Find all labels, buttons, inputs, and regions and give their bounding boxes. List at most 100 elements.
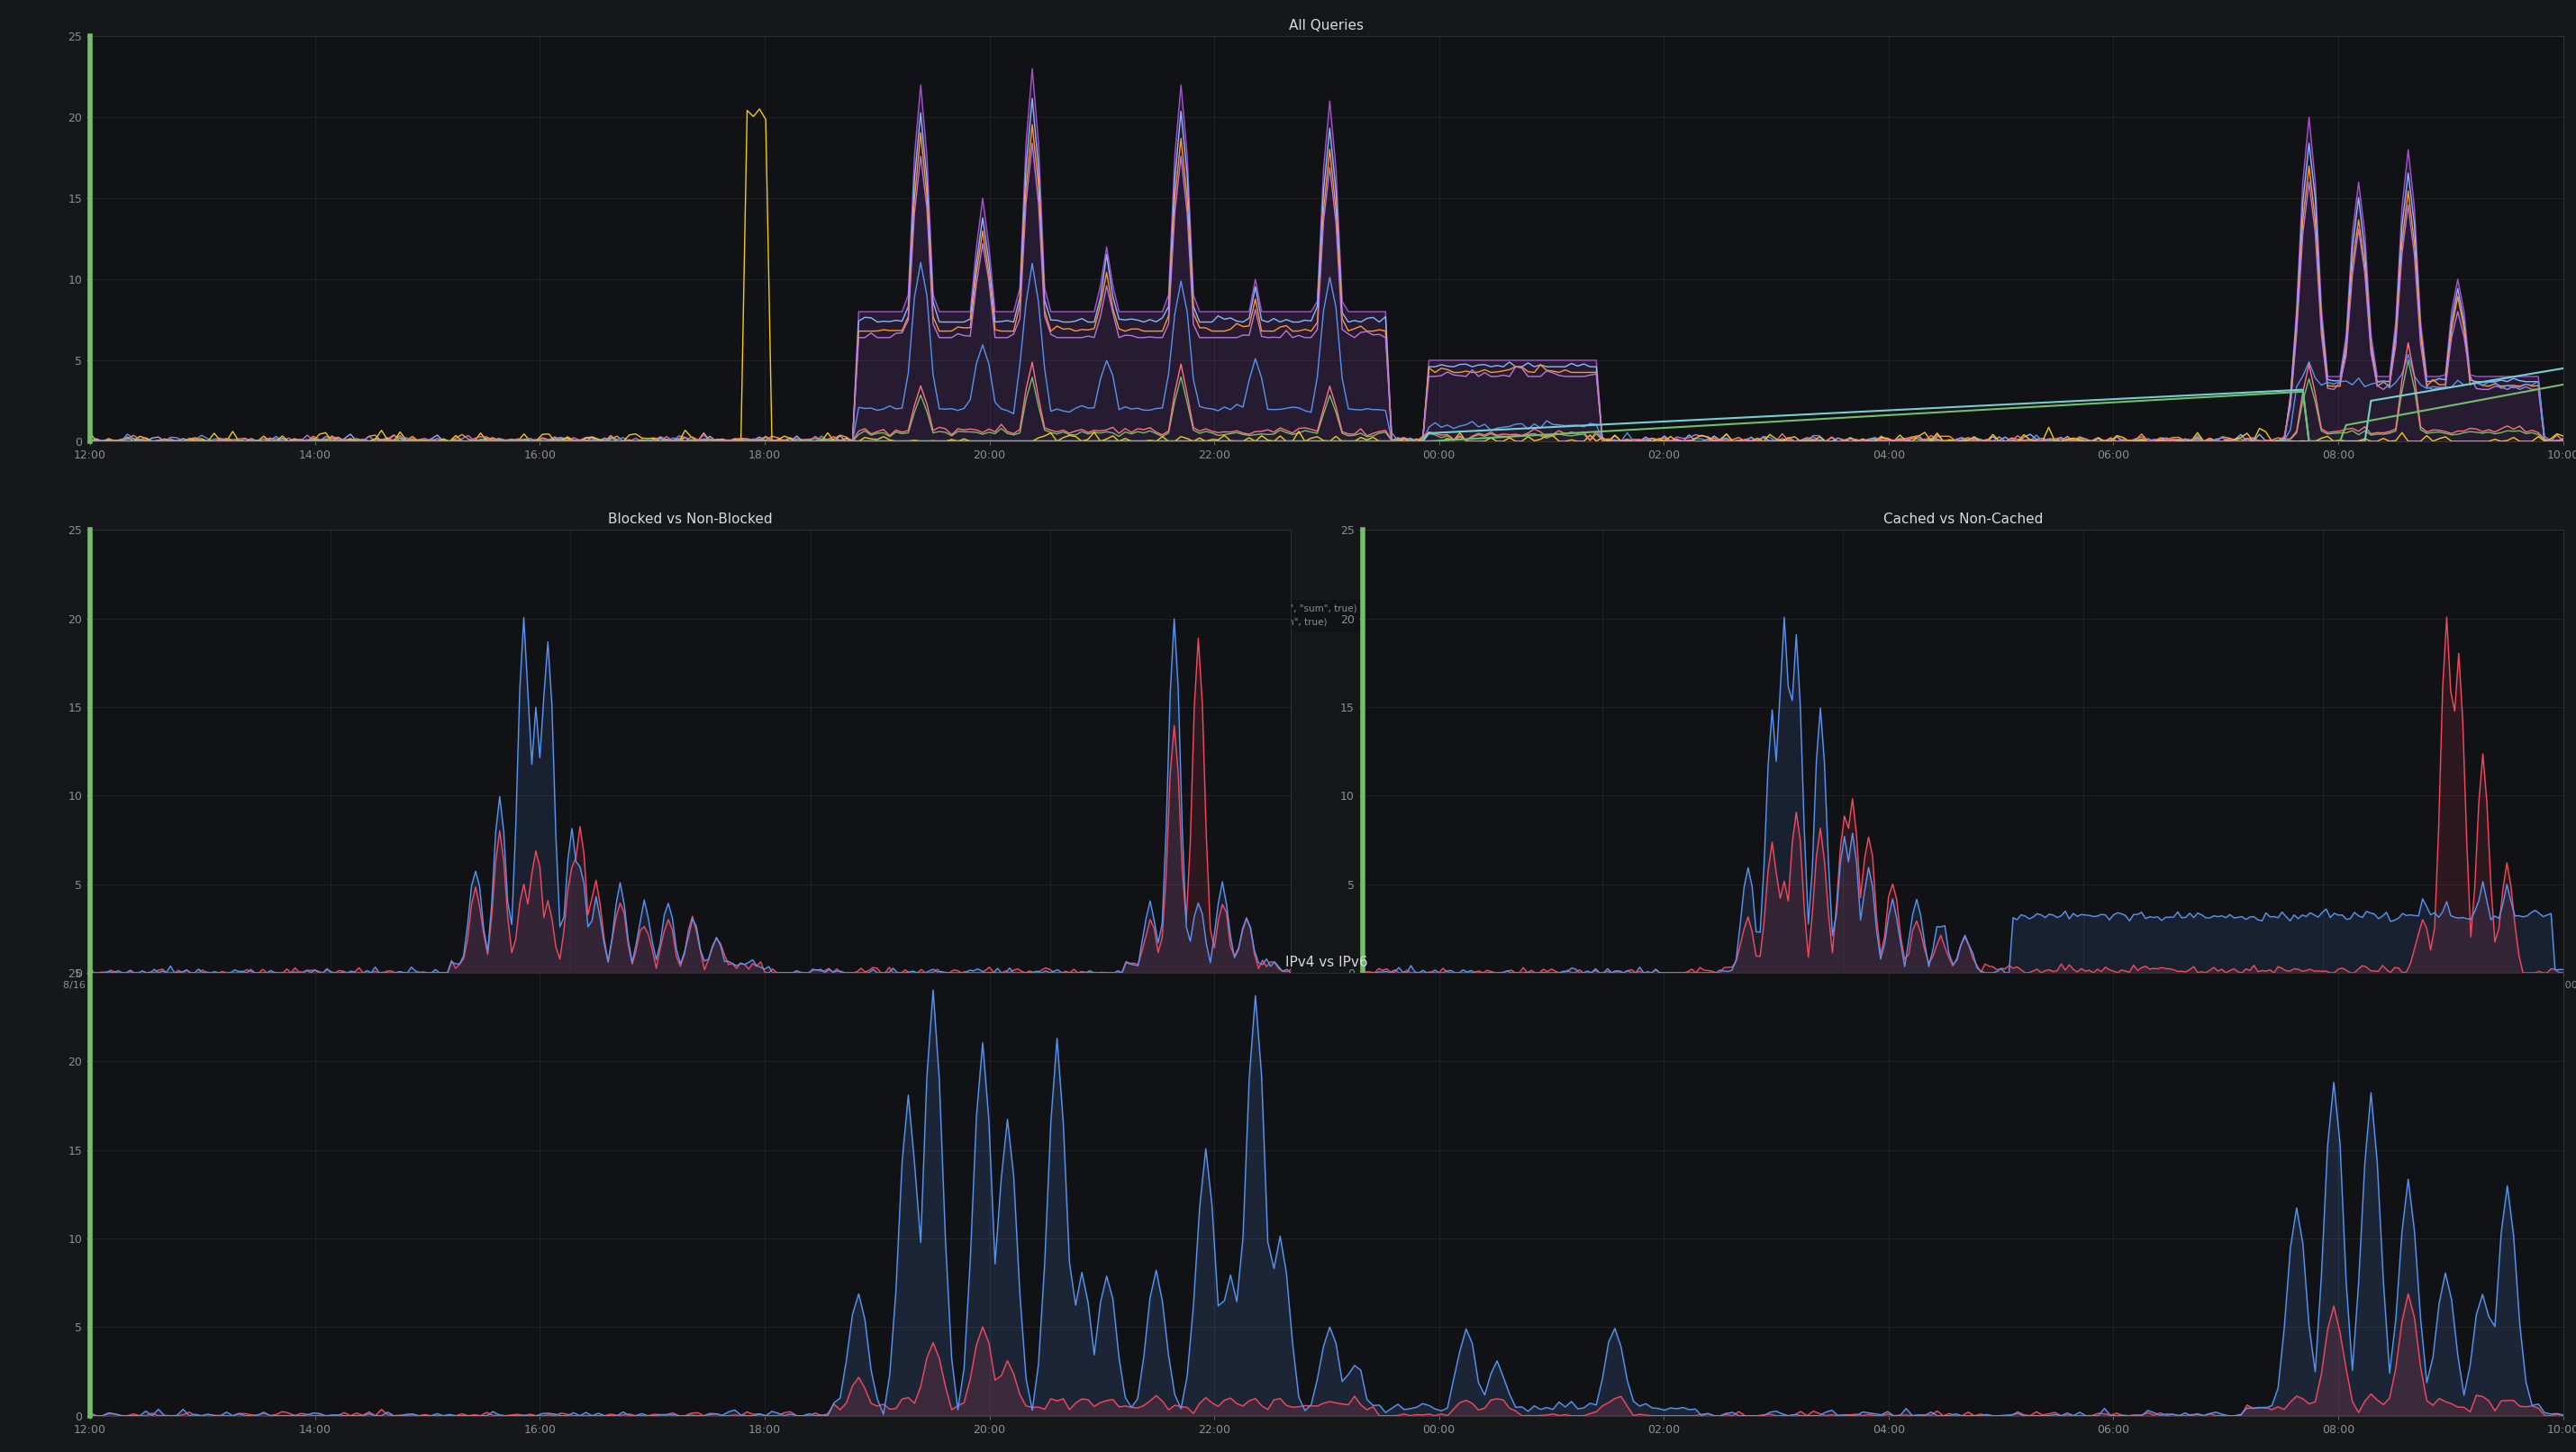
Line: nonblocked: nonblocked bbox=[90, 99, 2563, 441]
noncached bbox=[80, 433, 111, 450]
ipv4 bbox=[371, 433, 402, 450]
nonblocked bbox=[1865, 433, 1896, 450]
green_ramp bbox=[881, 433, 912, 450]
blocked bbox=[1860, 431, 1891, 449]
ipv6 bbox=[2393, 334, 2424, 351]
total bbox=[2548, 433, 2576, 450]
Line: cyan: cyan bbox=[90, 369, 2563, 441]
blocked bbox=[881, 423, 912, 440]
total bbox=[371, 433, 402, 450]
nonblocked bbox=[2548, 430, 2576, 447]
green_ramp bbox=[2548, 376, 2576, 393]
nonblocked bbox=[371, 430, 402, 447]
noncached bbox=[1873, 430, 1904, 447]
cyan bbox=[75, 433, 106, 450]
bloked bbox=[1066, 433, 1097, 450]
bloked bbox=[744, 100, 775, 118]
cached bbox=[904, 254, 935, 272]
noncached bbox=[1886, 431, 1917, 449]
total bbox=[1061, 303, 1092, 321]
bloked bbox=[1873, 430, 1904, 447]
cached bbox=[2548, 433, 2576, 450]
noncached bbox=[886, 322, 917, 340]
cyan bbox=[1631, 414, 1662, 431]
green_ramp bbox=[1054, 433, 1084, 450]
cyan bbox=[371, 433, 402, 450]
total bbox=[75, 433, 106, 450]
cached bbox=[886, 399, 917, 417]
Line: cached: cached bbox=[90, 263, 2563, 441]
Line: blocked: blocked bbox=[90, 360, 2563, 441]
bloked bbox=[894, 433, 925, 450]
cached bbox=[379, 431, 410, 449]
cyan bbox=[1054, 433, 1084, 450]
bloked bbox=[75, 424, 106, 441]
bloked bbox=[1886, 427, 1917, 444]
cyan bbox=[881, 433, 912, 450]
Line: bloked: bloked bbox=[90, 109, 2563, 441]
Title: Blocked vs Non-Blocked: Blocked vs Non-Blocked bbox=[608, 513, 773, 526]
green_ramp bbox=[371, 433, 402, 450]
total bbox=[1878, 433, 1909, 450]
ipv4 bbox=[1061, 330, 1092, 347]
nonblocked bbox=[1018, 90, 1048, 107]
ipv4 bbox=[1018, 135, 1048, 152]
blocked bbox=[1631, 433, 1662, 450]
cached bbox=[100, 433, 131, 450]
cached bbox=[75, 433, 106, 450]
ipv4 bbox=[2548, 431, 2576, 449]
total bbox=[881, 303, 912, 321]
blocked bbox=[75, 433, 106, 450]
Line: total: total bbox=[90, 68, 2563, 441]
cached bbox=[1066, 396, 1097, 414]
nonblocked bbox=[1636, 433, 1667, 450]
green_ramp bbox=[1631, 420, 1662, 437]
ipv6 bbox=[88, 433, 118, 450]
total bbox=[1018, 60, 1048, 77]
cached bbox=[1873, 433, 1904, 450]
Title: All Queries: All Queries bbox=[1288, 19, 1365, 33]
noncached bbox=[75, 433, 106, 450]
Title: IPv4 vs IPv6: IPv4 vs IPv6 bbox=[1285, 955, 1368, 970]
cyan bbox=[2548, 360, 2576, 378]
blocked bbox=[371, 433, 402, 450]
nonblocked bbox=[1878, 433, 1909, 450]
cyan bbox=[1873, 402, 1904, 420]
ipv4 bbox=[75, 433, 106, 450]
ipv4 bbox=[881, 325, 912, 343]
ipv4 bbox=[1865, 427, 1896, 444]
bloked bbox=[80, 433, 111, 450]
Line: green_ramp: green_ramp bbox=[90, 385, 2563, 441]
ipv6 bbox=[75, 433, 106, 450]
nonblocked bbox=[881, 312, 912, 330]
cyan bbox=[1860, 402, 1891, 420]
ipv6 bbox=[1636, 430, 1667, 447]
ipv4 bbox=[1636, 433, 1667, 450]
ipv6 bbox=[1865, 431, 1896, 449]
blocked bbox=[2548, 433, 2576, 450]
Line: ipv6: ipv6 bbox=[90, 343, 2563, 441]
noncached bbox=[1643, 430, 1674, 447]
ipv4 bbox=[1878, 433, 1909, 450]
noncached bbox=[1066, 321, 1097, 338]
Legend: summarize(gohole.queries.blocked, "10min", "sum", true), summarize(gohole.querie: summarize(gohole.queries.blocked, "10min… bbox=[95, 600, 1363, 632]
nonblocked bbox=[1061, 312, 1092, 330]
noncached bbox=[2548, 433, 2576, 450]
green_ramp bbox=[1873, 407, 1904, 424]
Title: Cached vs Non-Cached: Cached vs Non-Cached bbox=[1883, 513, 2043, 526]
ipv6 bbox=[886, 424, 917, 441]
bloked bbox=[379, 433, 410, 450]
ipv6 bbox=[1061, 423, 1092, 440]
cached bbox=[1886, 433, 1917, 450]
Line: ipv4: ipv4 bbox=[90, 144, 2563, 441]
blocked bbox=[1873, 433, 1904, 450]
bloked bbox=[1643, 430, 1674, 447]
Line: noncached: noncached bbox=[90, 125, 2563, 441]
noncached bbox=[1018, 116, 1048, 134]
ipv6 bbox=[379, 431, 410, 449]
blocked bbox=[2393, 351, 2424, 369]
total bbox=[1636, 433, 1667, 450]
blocked bbox=[1054, 425, 1084, 443]
cached bbox=[1643, 433, 1674, 450]
nonblocked bbox=[75, 433, 106, 450]
